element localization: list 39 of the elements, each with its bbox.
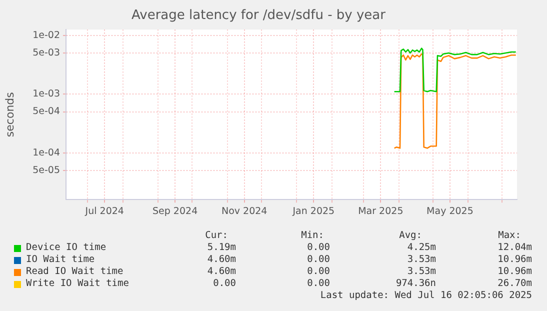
x-tick-label: Jan 2025 — [292, 206, 335, 217]
x-tick-label: Sep 2024 — [152, 206, 198, 217]
text: Avg: — [399, 230, 422, 241]
legend-label: Device IO time — [26, 242, 106, 253]
legend-label: IO Wait time — [26, 254, 95, 265]
text: Max: — [498, 230, 521, 241]
x-tick-label: Mar 2025 — [358, 206, 404, 217]
text: 0.00 — [307, 266, 330, 277]
text: 10.96m — [498, 254, 532, 265]
y-axis-title: seconds — [3, 92, 16, 138]
text: 4.60m — [207, 254, 236, 265]
text: Last update: Wed Jul 16 02:05:06 2025 — [320, 290, 532, 301]
text: 0.00 — [307, 278, 330, 289]
text: 3.53m — [407, 254, 436, 265]
x-tick-label: Jul 2024 — [84, 206, 124, 217]
text: 3.53m — [407, 266, 436, 277]
legend-label: Read IO Wait time — [26, 266, 124, 277]
text: 5.19m — [207, 242, 236, 253]
y-tick-label: 5e-05 — [32, 164, 60, 176]
y-tick-label: 1e-03 — [32, 88, 60, 100]
text: 12.04m — [498, 242, 532, 253]
text: 10.96m — [498, 266, 532, 277]
y-tick-label: 1e-02 — [32, 30, 60, 41]
text: 4.60m — [207, 266, 236, 277]
chart-title: Average latency for /dev/sdfu - by year — [132, 8, 386, 24]
text: 26.70m — [498, 278, 532, 289]
text: Min: — [301, 230, 324, 241]
y-tick-label: 1e-04 — [32, 147, 60, 158]
text: 0.00 — [307, 242, 330, 253]
legend-label: Write IO Wait time — [26, 278, 129, 289]
y-tick-label: 5e-03 — [32, 47, 60, 58]
text: 0.00 — [213, 278, 236, 289]
x-tick-label: May 2025 — [426, 206, 474, 217]
text: Cur: — [205, 230, 228, 241]
text: 974.36n — [396, 278, 436, 289]
y-tick-label: 5e-04 — [32, 106, 60, 118]
text: 0.00 — [307, 254, 330, 265]
text: 4.25m — [407, 242, 436, 253]
x-tick-label: Nov 2024 — [221, 206, 268, 217]
